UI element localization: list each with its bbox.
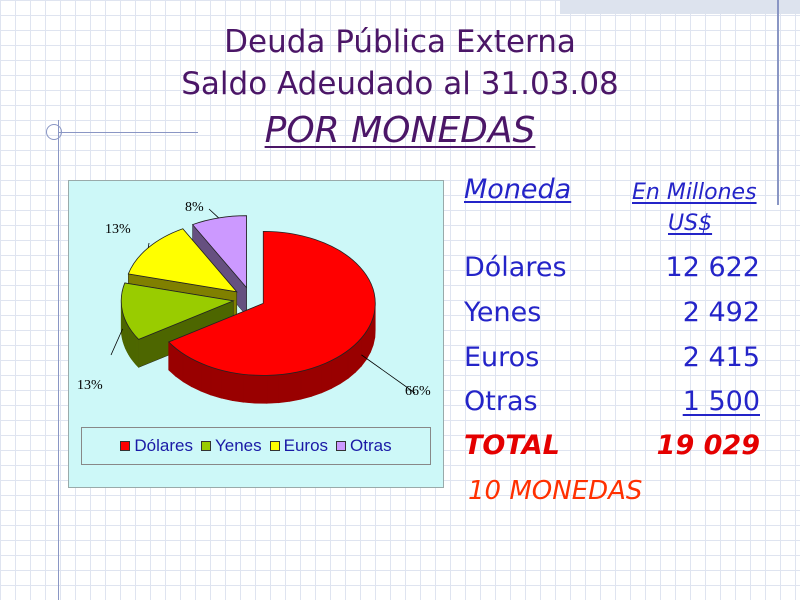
pie-leader-line <box>208 208 219 219</box>
table-row-value: 12 622 <box>665 252 760 283</box>
table-header-unit-currency: US$ <box>668 211 713 236</box>
table-row-label: Dólares <box>464 252 567 283</box>
legend-label: Dólares <box>134 436 193 455</box>
table-row-label: Otras <box>464 386 538 417</box>
pie-slice-top <box>120 282 235 340</box>
table-total-label: TOTAL <box>464 430 560 461</box>
legend-label: Otras <box>350 436 392 455</box>
pie-slice-side <box>266 374 279 404</box>
pie-chart: 66% 13% 13% 8% Dólares Yenes Euros Otras <box>68 180 444 488</box>
pie-percent-label: 13% <box>77 378 103 393</box>
pie-slice-yenes <box>120 282 235 369</box>
pie-slice-side <box>331 355 341 390</box>
table-header-currency: Moneda <box>464 174 572 205</box>
decorative-circle-icon <box>46 124 62 140</box>
pie-leader-line <box>110 328 123 356</box>
pie-slice-side <box>254 374 268 404</box>
table-total-value: 19 029 <box>656 430 760 461</box>
pie-slice-side <box>243 373 256 404</box>
legend-item: Otras <box>336 436 392 456</box>
table-row-label: Euros <box>464 342 540 373</box>
pie-slice-dólares <box>167 230 376 404</box>
decorative-vertical-line <box>777 0 779 205</box>
legend-swatch <box>269 441 280 451</box>
legend-item: Yenes <box>200 436 262 456</box>
table-row-value: 2 492 <box>682 297 760 328</box>
pie-slice-side <box>278 373 291 404</box>
legend-label: Euros <box>283 436 329 455</box>
page-subtitle: Saldo Adeudado al 31.03.08 <box>181 66 619 102</box>
pie-slice-top <box>167 230 376 376</box>
table-row-label: Yenes <box>464 297 542 328</box>
decorative-horizontal-line <box>58 132 198 133</box>
pie-chart-canvas: 66% 13% 13% 8% <box>77 200 431 404</box>
chart-legend: Dólares Yenes Euros Otras <box>81 427 431 465</box>
pie-percent-label: 13% <box>105 222 131 237</box>
pie-slice-side <box>232 372 244 403</box>
pie-slice-side <box>221 369 233 401</box>
pie-slice-side <box>311 364 323 397</box>
legend-item: Dólares <box>120 436 193 456</box>
footnote: 10 MONEDAS <box>468 476 643 506</box>
table-row-value: 1 500 <box>682 386 760 417</box>
legend-swatch <box>336 441 347 451</box>
pie-slice-top <box>191 215 247 289</box>
pie-slice-side <box>182 353 192 388</box>
legend-label: Yenes <box>214 436 262 455</box>
pie-leader-line <box>147 242 150 248</box>
section-heading: POR MONEDAS <box>264 110 536 151</box>
table-row-value: 2 415 <box>682 342 760 373</box>
pie-percent-label: 8% <box>185 200 204 215</box>
legend-swatch <box>200 441 211 451</box>
pie-slice-side <box>210 366 222 399</box>
decorative-top-bar <box>560 0 800 14</box>
legend-item: Euros <box>269 436 329 456</box>
pie-slice-side <box>200 362 212 396</box>
pie-percent-label: 66% <box>405 384 431 399</box>
pie-slice-top <box>127 228 238 293</box>
table-header-unit: En Millones <box>632 180 757 205</box>
pie-slice-side <box>289 370 302 402</box>
pie-leader-line <box>361 354 416 394</box>
pie-slice-side <box>191 358 202 392</box>
page-title: Deuda Pública Externa <box>224 24 576 60</box>
legend-swatch <box>120 441 131 451</box>
pie-slice-side <box>300 367 312 400</box>
decorative-left-line <box>58 120 59 600</box>
pie-slice-side <box>321 360 332 394</box>
